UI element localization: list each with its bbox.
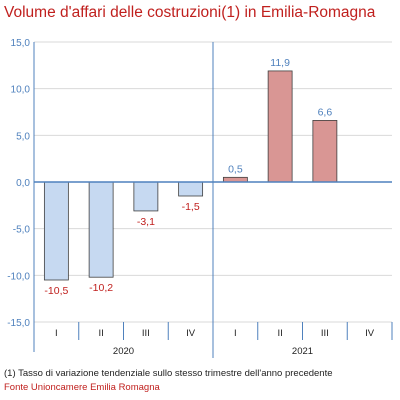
data-label: -10,2 xyxy=(89,282,113,294)
data-label: 0,5 xyxy=(228,163,243,175)
bar xyxy=(267,70,293,183)
x-tick-label: II xyxy=(98,328,103,339)
chart-title: Volume d'affari delle costruzioni(1) in … xyxy=(4,4,376,21)
bar xyxy=(43,181,69,281)
data-label: -3,1 xyxy=(137,216,155,228)
x-tick-label: I xyxy=(55,328,58,339)
data-label: -1,5 xyxy=(182,201,200,213)
y-tick-label: -15,0 xyxy=(7,318,30,329)
footnote: (1) Tasso di variazione tendenziale sull… xyxy=(4,368,333,379)
y-tick-label: -5,0 xyxy=(13,225,31,236)
y-tick-label: 5,0 xyxy=(16,131,30,142)
data-label: -10,5 xyxy=(44,285,68,297)
data-label: 6,6 xyxy=(318,106,333,118)
group-label: 2020 xyxy=(113,346,134,357)
bar xyxy=(178,181,204,197)
bar xyxy=(88,181,114,278)
y-tick-label: -10,0 xyxy=(7,271,30,282)
bar xyxy=(133,181,159,212)
x-tick-label: II xyxy=(277,328,282,339)
y-tick-label: 15,0 xyxy=(11,38,31,49)
bar xyxy=(312,120,338,183)
x-tick-label: IV xyxy=(365,328,375,339)
x-tick-label: I xyxy=(234,328,237,339)
x-tick-label: III xyxy=(321,328,329,339)
source-note: Fonte Unioncamere Emilia Romagna xyxy=(4,382,160,393)
group-label: 2021 xyxy=(292,346,313,357)
x-tick-label: III xyxy=(142,328,150,339)
y-tick-label: 0,0 xyxy=(16,178,30,189)
x-tick-label: IV xyxy=(186,328,196,339)
data-label: 11,9 xyxy=(270,57,290,69)
y-tick-label: 10,0 xyxy=(11,85,31,96)
